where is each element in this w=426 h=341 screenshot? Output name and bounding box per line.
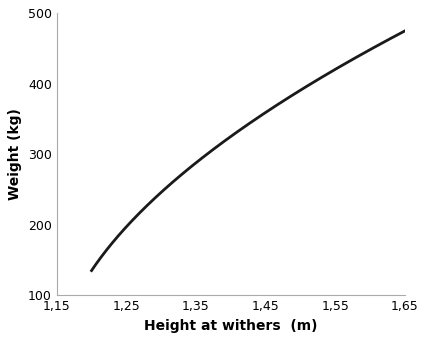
X-axis label: Height at withers  (m): Height at withers (m) <box>144 319 317 333</box>
Y-axis label: Weight (kg): Weight (kg) <box>9 108 22 200</box>
